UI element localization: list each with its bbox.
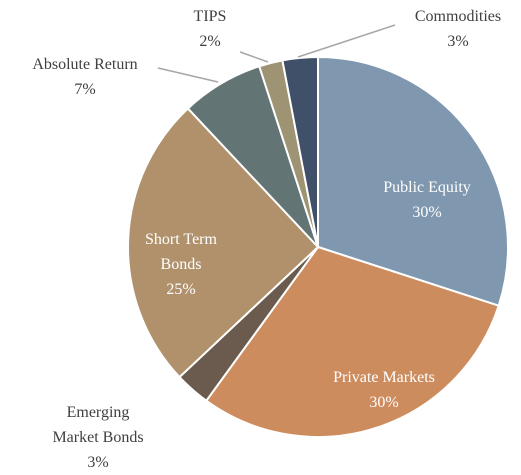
leader-line [239, 51, 269, 63]
slice-label: Emerging Market Bonds 3% [46, 400, 151, 475]
slice-label: Private Markets 30% [304, 365, 464, 415]
slice-label: Short Term Bonds 25% [131, 227, 231, 302]
slice-name: TIPS [193, 8, 227, 25]
slice-value: 25% [166, 281, 196, 298]
slice-value: 2% [199, 33, 221, 50]
slice-name: Short Term Bonds [145, 231, 217, 273]
leader-line [157, 67, 219, 83]
slice-value: 7% [74, 81, 96, 98]
pie-slice [127, 107, 320, 379]
slice-name: Private Markets [333, 369, 435, 386]
pie-slice [204, 245, 500, 438]
pie-slice [281, 55, 319, 248]
pie-slice [317, 55, 509, 307]
slice-label: TIPS 2% [170, 4, 250, 54]
slice-value: 30% [412, 204, 442, 221]
slice-name: Emerging Market Bonds [52, 404, 144, 446]
slice-label: Public Equity 30% [362, 175, 492, 225]
slice-name: Public Equity [383, 179, 471, 196]
slice-value: 30% [369, 394, 399, 411]
slice-value: 3% [87, 454, 109, 471]
leader-line [297, 24, 396, 58]
slice-label: Absolute Return 7% [5, 52, 165, 102]
slice-name: Commodities [414, 8, 502, 25]
slice-value: 3% [447, 33, 469, 50]
slice-name: Absolute Return [32, 56, 138, 73]
slice-label: Commodities 3% [393, 4, 521, 54]
